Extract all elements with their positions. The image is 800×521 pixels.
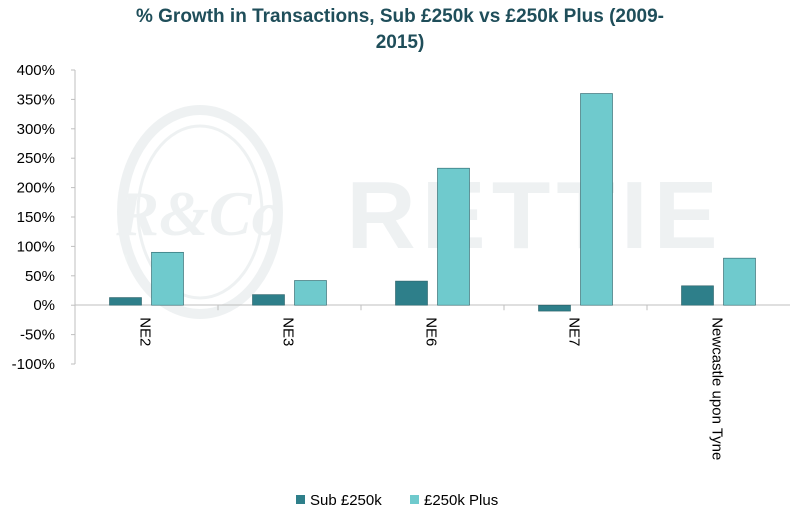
chart-title-line-2: 2015) <box>375 32 425 53</box>
bar-250k-plus <box>294 280 327 306</box>
legend-swatch-250k-plus <box>410 495 419 504</box>
y-axis-ticks: -100% -50% 0% 50% 100% 150% 200% 250% 300% 350% 40… <box>12 62 75 373</box>
y-tick-label: 0% <box>33 297 55 314</box>
y-tick-label: 400% <box>17 62 55 79</box>
bars <box>109 93 756 312</box>
bar-sub-250k <box>538 304 571 312</box>
bar-sub-250k <box>681 285 714 306</box>
legend-swatch-sub-250k <box>296 495 305 504</box>
watermark-text: RETTIE <box>346 162 723 269</box>
bar-250k-plus <box>437 167 470 306</box>
y-tick-label: -50% <box>20 327 55 344</box>
category-label: NE7 <box>566 317 583 346</box>
bar-250k-plus <box>151 251 184 306</box>
y-tick-label: -100% <box>12 356 55 373</box>
legend-label-sub-250k: Sub £250k <box>310 492 382 509</box>
legend: Sub £250k £250k Plus <box>296 492 498 509</box>
category-separators <box>217 305 648 311</box>
category-label: NE6 <box>423 317 440 346</box>
legend-label-250k-plus: £250k Plus <box>424 492 498 509</box>
y-tick-label: 50% <box>25 268 55 285</box>
watermark-seal-ring <box>117 105 283 319</box>
watermark: R&Co RETTIE <box>115 105 723 319</box>
chart-title-line-1: % Growth in Transactions, Sub £250k vs £… <box>135 6 664 27</box>
bar-250k-plus <box>580 93 613 306</box>
y-tick-label: 150% <box>17 209 55 226</box>
bar-sub-250k <box>395 280 428 306</box>
y-tick-label: 350% <box>17 91 55 108</box>
y-tick-label: 250% <box>17 150 55 167</box>
bar-sub-250k <box>252 294 285 306</box>
category-label: NE2 <box>137 317 154 346</box>
watermark-monogram: R&Co <box>115 178 283 249</box>
bar-sub-250k <box>109 297 142 306</box>
category-label: Newcastle upon Tyne <box>709 317 726 460</box>
y-tick-label: 200% <box>17 180 55 197</box>
y-tick-label: 100% <box>17 238 55 255</box>
bar-250k-plus <box>723 257 756 306</box>
watermark-seal-ring-inner <box>136 124 264 300</box>
chart-title: % Growth in Transactions, Sub £250k vs £… <box>0 4 800 56</box>
y-tick-label: 300% <box>17 121 55 138</box>
category-label: NE3 <box>280 317 297 346</box>
category-labels: NE2 NE3 NE6 NE7 Newcastle upon Tyne <box>137 317 726 460</box>
